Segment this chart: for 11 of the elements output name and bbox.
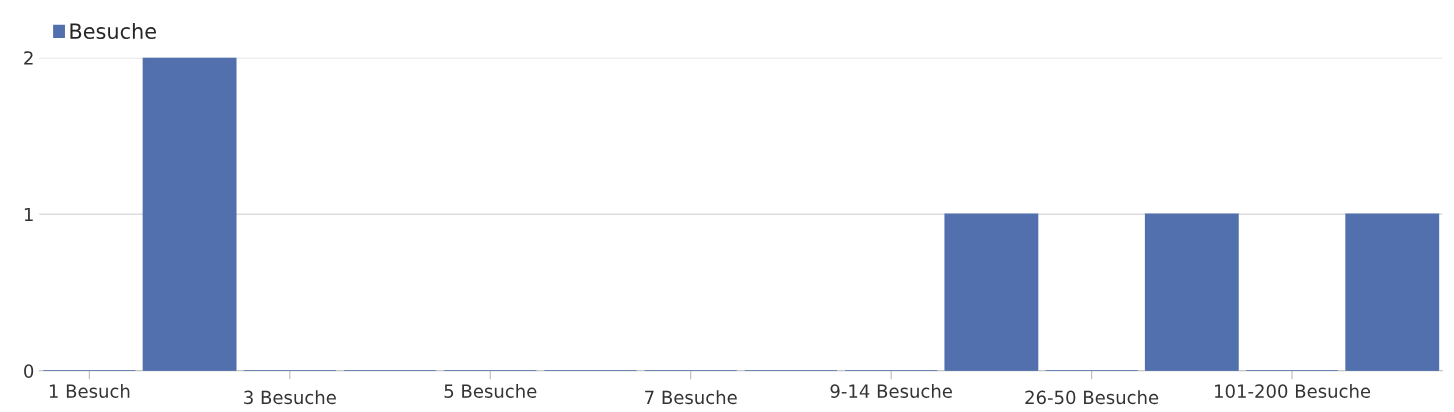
x-tick-label: 26-50 Besuche <box>1025 390 1159 405</box>
x-tick-label: 5 Besuche <box>444 383 537 398</box>
y-tick-label: 1 <box>24 207 33 222</box>
x-tick-label: 101-200 Besuche <box>1215 383 1371 398</box>
y-tick-label: 2 <box>24 51 33 65</box>
x-tick-label: 7 Besuche <box>645 390 737 405</box>
y-tick-label: 0 <box>24 364 34 378</box>
x-tick-label: 3 Besuche <box>244 390 336 405</box>
x-tick-label: 1 Besuch <box>49 383 130 398</box>
legend-label: Besuche <box>70 22 156 40</box>
x-tick-label: 9-14 Besuche <box>830 383 952 398</box>
